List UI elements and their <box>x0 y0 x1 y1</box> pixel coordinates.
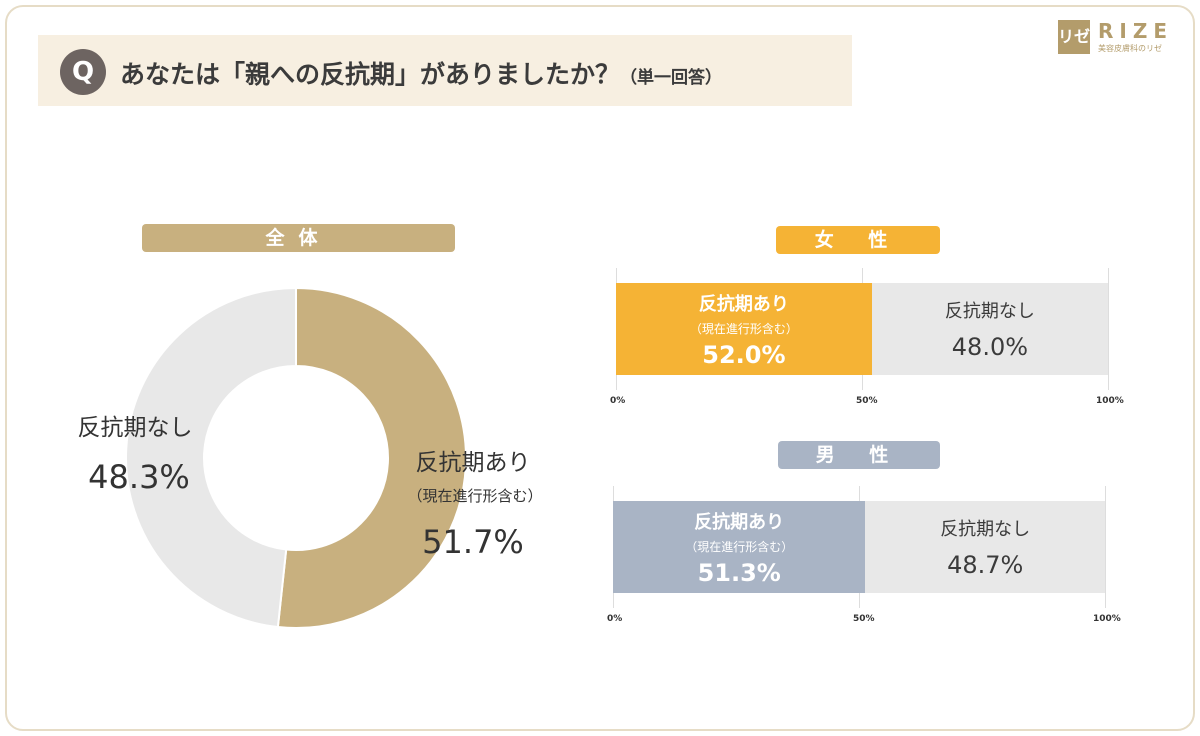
answer-type-note: （単一回答） <box>620 68 723 88</box>
bar-yes-value: 51.3% <box>697 558 781 587</box>
bar-yes-sub: （現在進行形含む） <box>689 321 798 336</box>
bar-yes-label: 反抗期あり <box>694 511 785 533</box>
question-bar <box>38 35 852 106</box>
axis-tick-label: 100% <box>1093 614 1121 624</box>
axis-tick-label: 50% <box>853 614 875 624</box>
bar-yes-value: 52.0% <box>702 340 786 369</box>
bar-segment-yes: 反抗期あり （現在進行形含む） 51.3% <box>613 501 866 593</box>
bar-no-label: 反抗期なし <box>944 301 1035 322</box>
axis-tick-label: 50% <box>856 396 878 406</box>
overall-yes-value: 51.7% <box>422 523 524 561</box>
gridline <box>1108 268 1109 390</box>
gridline <box>1105 486 1106 608</box>
donut-chart <box>125 286 467 629</box>
bar-segment-no: 反抗期なし 48.0% <box>871 283 1108 375</box>
female-label: 女 性 <box>776 226 940 254</box>
overall-yes-sub: （現在進行形含む） <box>407 487 543 505</box>
bar-yes-sub: （現在進行形含む） <box>685 539 794 554</box>
bar-segment-yes: 反抗期あり （現在進行形含む） 52.0% <box>616 283 872 375</box>
question-title: あなたは「親への反抗期」がありましたか？（単一回答） <box>120 55 722 91</box>
question-text: あなたは「親への反抗期」がありましたか？ <box>120 60 621 89</box>
card-frame <box>5 5 1195 731</box>
overall-yes-label: 反抗期あり <box>415 450 531 476</box>
axis-tick-label: 100% <box>1096 396 1124 406</box>
q-badge: Q <box>60 49 106 95</box>
axis-tick-label: 0% <box>607 614 623 624</box>
stacked-bar: 反抗期あり （現在進行形含む） 52.0% 反抗期なし 48.0% <box>616 283 1108 375</box>
donut-slice-no <box>125 286 297 629</box>
logo-mark: リゼ <box>1058 19 1090 54</box>
axis-tick-label: 0% <box>610 396 626 406</box>
donut-slice-yes <box>276 286 467 629</box>
bar-no-label: 反抗期なし <box>940 519 1031 540</box>
logo-name: RIZE <box>1098 19 1174 43</box>
bar-segment-no: 反抗期なし 48.7% <box>865 501 1105 593</box>
bar-no-value: 48.7% <box>947 551 1024 579</box>
bar-no-value: 48.0% <box>951 333 1029 361</box>
rize-logo: リゼ RIZE 美容皮膚科のリゼ <box>1058 19 1173 54</box>
overall-no-label: 反抗期なし <box>77 415 193 441</box>
male-label: 男 性 <box>778 441 940 469</box>
stacked-bar: 反抗期あり （現在進行形含む） 51.3% 反抗期なし 48.7% <box>613 501 1105 593</box>
overall-label: 全体 <box>142 224 455 252</box>
logo-tagline: 美容皮膚科のリゼ <box>1098 44 1162 53</box>
bar-yes-label: 反抗期あり <box>698 293 789 315</box>
overall-no-value: 48.3% <box>88 458 190 496</box>
